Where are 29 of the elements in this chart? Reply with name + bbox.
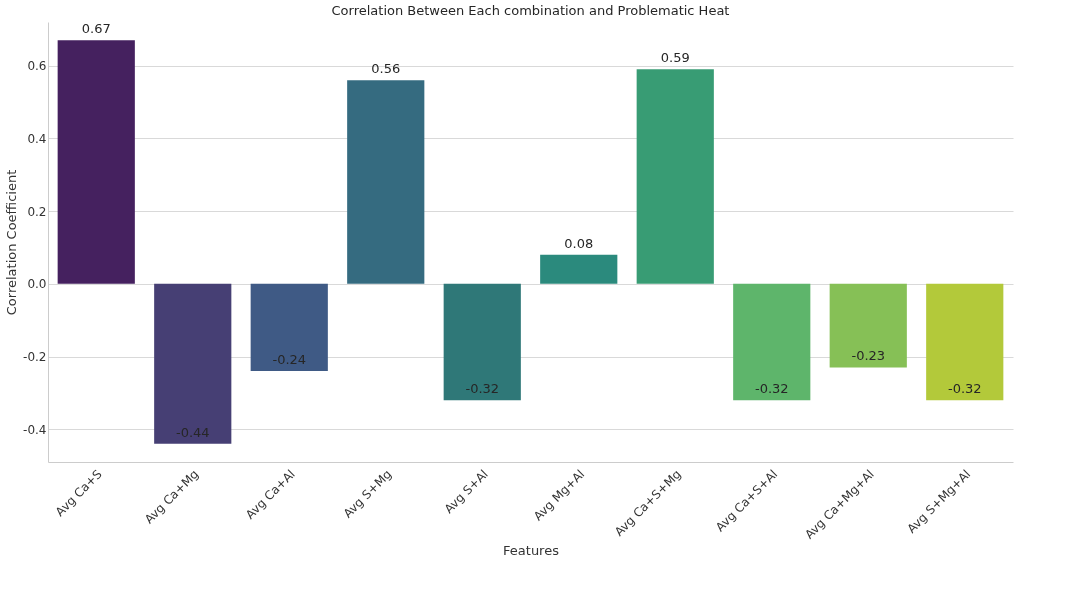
bar: [926, 283, 1004, 401]
y-tick-label: 0.2: [27, 204, 47, 219]
chart-title: Correlation Between Each combination and Problematic Heat: [331, 3, 730, 18]
data-label: -0.44: [175, 424, 210, 440]
data-label: 0.67: [81, 21, 111, 37]
bar: [57, 40, 135, 284]
data-label: -0.32: [947, 381, 982, 397]
y-tick-label: -0.2: [23, 350, 47, 365]
bar: [443, 283, 521, 401]
bar: [540, 254, 618, 284]
data-label: 0.59: [660, 50, 690, 66]
y-tick-label: 0.0: [27, 277, 47, 292]
y-tick-label: -0.4: [23, 422, 47, 437]
data-label: -0.23: [851, 348, 886, 364]
data-label: -0.24: [272, 352, 307, 368]
bar: [829, 283, 907, 368]
bar: [733, 283, 811, 401]
data-label: 0.08: [564, 235, 594, 251]
data-label: 0.56: [371, 61, 401, 77]
data-label: -0.32: [754, 381, 789, 397]
y-axis-title: Correlation Coefficient: [4, 169, 20, 316]
bar: [347, 80, 425, 284]
data-label: -0.32: [465, 381, 500, 397]
bar: [154, 283, 232, 444]
bar: [636, 69, 714, 284]
bar: [250, 283, 328, 372]
y-tick-label: 0.6: [27, 59, 47, 74]
y-tick-label: 0.4: [27, 131, 47, 146]
x-axis-title: Features: [503, 542, 560, 558]
